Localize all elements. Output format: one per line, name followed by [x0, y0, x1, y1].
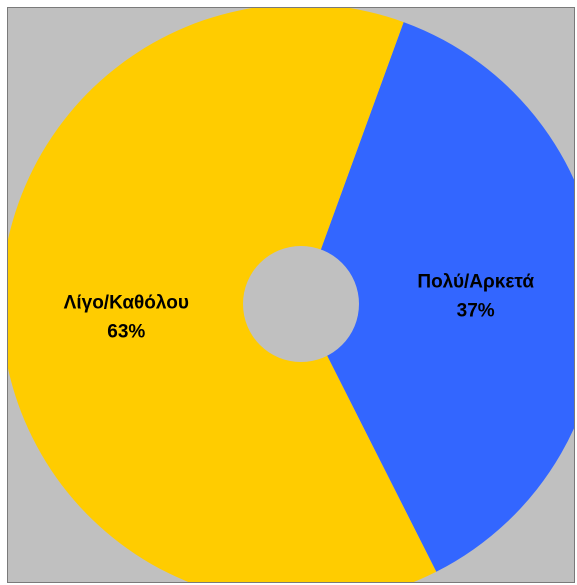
slice-1-value-label: 37% — [457, 301, 495, 322]
slice-2 — [8, 8, 437, 582]
slice-1-category-label: Πολύ/Αρκετά — [417, 272, 534, 293]
donut-hole — [243, 246, 359, 362]
slice-2-value-label: 63% — [107, 321, 145, 342]
donut-chart: Πολύ/Αρκετά 37% Λίγο/Καθόλου 63% — [8, 8, 574, 582]
labels-layer: Πολύ/Αρκετά 37% Λίγο/Καθόλου 63% — [64, 272, 535, 343]
slice-2-category-label: Λίγο/Καθόλου — [64, 292, 189, 313]
slices-layer — [8, 8, 574, 582]
slice-1 — [301, 22, 574, 572]
chart-area: Πολύ/Αρκετά 37% Λίγο/Καθόλου 63% — [7, 7, 575, 583]
